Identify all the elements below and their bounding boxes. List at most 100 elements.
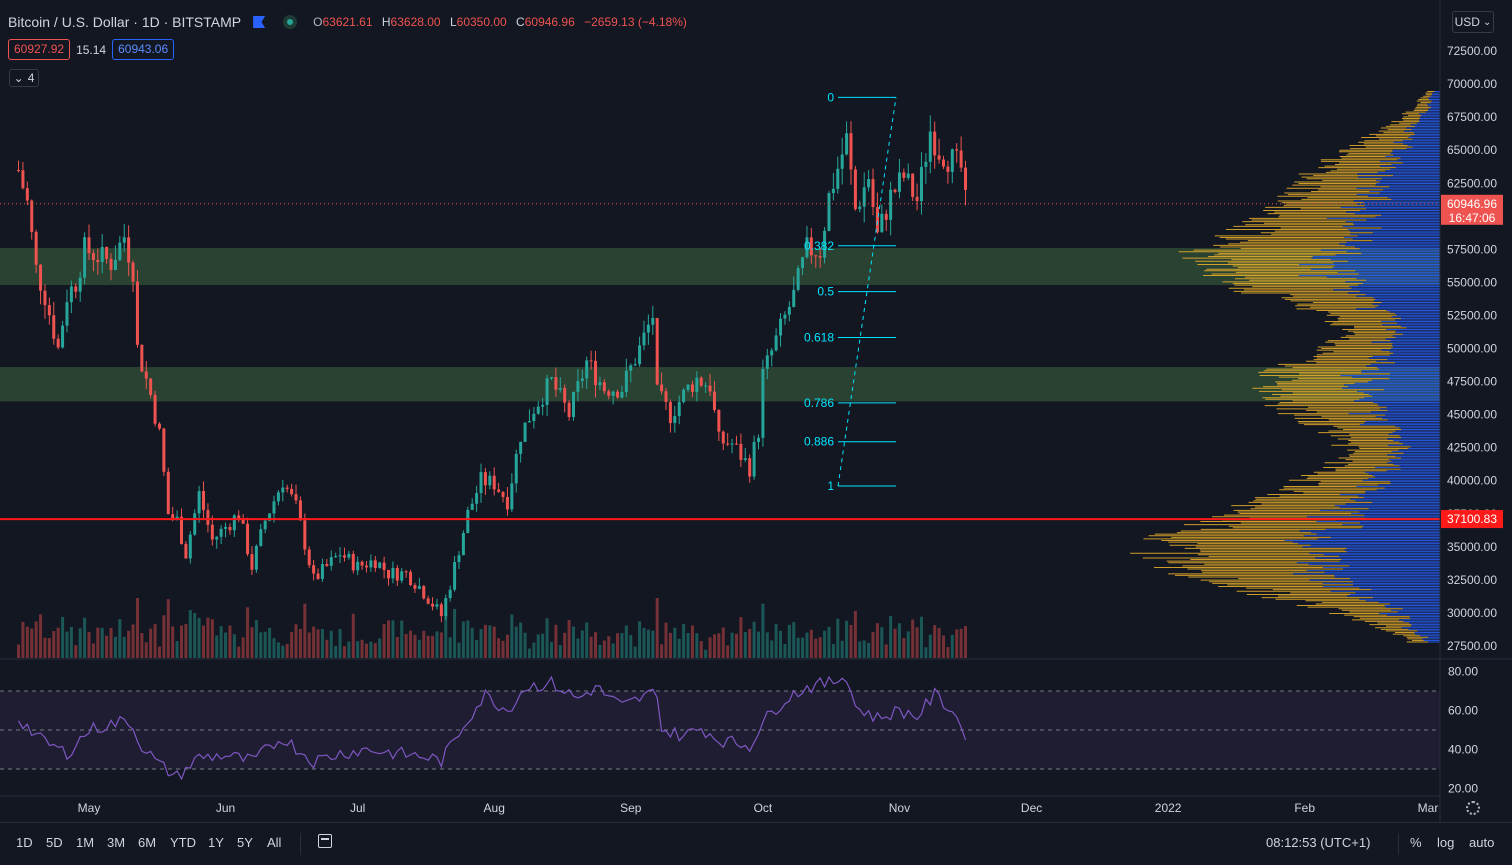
timeframe-1y[interactable]: 1Y xyxy=(208,835,224,850)
volume-bar xyxy=(611,643,615,658)
fib-level-label: 0.382 xyxy=(804,239,834,253)
candle-body xyxy=(536,406,540,414)
candle-body xyxy=(431,603,435,607)
spread-value: 15.14 xyxy=(76,42,107,57)
volume-bar xyxy=(787,624,791,658)
candle-body xyxy=(157,423,161,429)
candle-body xyxy=(823,230,827,258)
log-scale-toggle[interactable]: log xyxy=(1437,835,1455,850)
volume-bar xyxy=(215,635,219,658)
timeframe-all[interactable]: All xyxy=(267,835,282,850)
candle-body xyxy=(197,491,201,514)
volume-bar xyxy=(646,629,650,658)
price-tick-label: 42500.00 xyxy=(1447,441,1497,455)
time-tick-label: Oct xyxy=(754,801,773,815)
candle-body xyxy=(726,443,730,445)
volume-bar xyxy=(347,641,351,658)
candle-body xyxy=(757,437,760,442)
candle-body xyxy=(818,256,822,258)
support-zone xyxy=(0,367,1440,402)
candle-body xyxy=(708,385,712,392)
ohlc-close-key: C xyxy=(516,15,525,29)
timeframe-6m[interactable]: 6M xyxy=(138,835,157,850)
volume-bar xyxy=(730,632,734,658)
candle-body xyxy=(651,317,655,325)
candle-body xyxy=(642,332,646,346)
candle-body xyxy=(580,378,584,382)
timeframe-3m[interactable]: 3M xyxy=(107,835,126,850)
volume-bar xyxy=(594,632,598,658)
candle-body xyxy=(228,526,232,531)
candle-body xyxy=(171,514,175,518)
volume-bar xyxy=(642,627,646,658)
rsi-pane xyxy=(0,675,1440,781)
candle-body xyxy=(796,268,800,290)
candle-body xyxy=(56,338,60,348)
auto-scale-toggle[interactable]: auto xyxy=(1469,835,1495,850)
volume-bar xyxy=(919,616,923,658)
volume-bar xyxy=(391,620,395,658)
volume-bar xyxy=(78,628,82,658)
volume-bar xyxy=(655,598,659,658)
timeframe-1d[interactable]: 1D xyxy=(16,835,33,850)
candle-body xyxy=(153,394,157,424)
volume-bar xyxy=(246,607,250,658)
candle-body xyxy=(690,384,694,392)
clock-timezone[interactable]: 08:12:53 (UTC+1) xyxy=(1266,835,1371,850)
sell-price-box[interactable]: 60927.92 xyxy=(8,39,71,60)
volume-bar xyxy=(580,630,584,658)
candle-body xyxy=(360,561,364,566)
volume-bar xyxy=(708,637,712,658)
volume-bar xyxy=(964,626,968,658)
volume-bar xyxy=(695,633,699,658)
volume-bar xyxy=(783,643,787,658)
volume-bar xyxy=(127,630,131,658)
candle-body xyxy=(47,305,51,316)
volume-bar xyxy=(629,634,633,658)
candle-body xyxy=(677,402,681,417)
volume-bar xyxy=(651,630,655,658)
candle-body xyxy=(704,385,708,387)
volume-bar xyxy=(779,630,783,658)
symbol-title[interactable]: Bitcoin / U.S. Dollar · 1D · BITSTAMP xyxy=(8,14,242,30)
buy-price-box[interactable]: 60943.06 xyxy=(112,39,175,60)
volume-bar xyxy=(748,628,752,658)
candle-body xyxy=(219,528,223,537)
candle-body xyxy=(241,518,245,524)
timeframe-ytd[interactable]: YTD xyxy=(170,835,196,850)
currency-button[interactable]: USD ⌄ xyxy=(1452,11,1494,33)
candle-body xyxy=(351,553,355,571)
volume-bar xyxy=(871,631,875,658)
settings-gear-icon[interactable] xyxy=(1466,801,1480,815)
calendar-range-icon[interactable] xyxy=(318,834,332,848)
candle-body xyxy=(100,246,104,263)
timeframe-1m[interactable]: 1M xyxy=(76,835,95,850)
volume-bar xyxy=(21,621,25,658)
chevron-down-icon: ⌄ xyxy=(13,71,24,85)
volume-bar xyxy=(501,640,505,658)
candle-body xyxy=(61,325,65,348)
timeframe-5y[interactable]: 5Y xyxy=(237,835,253,850)
timeframe-5d[interactable]: 5D xyxy=(46,835,63,850)
flag-icon[interactable] xyxy=(253,16,266,28)
market-status-icon xyxy=(283,15,298,29)
candle-body xyxy=(224,526,228,529)
volume-bar xyxy=(950,634,954,658)
candle-body xyxy=(558,388,562,390)
candle-body xyxy=(682,389,686,403)
candle-body xyxy=(761,368,765,438)
fibonacci-retracement[interactable]: 0 0.382 0.5 0.618 0.786 0.886 1 xyxy=(804,90,897,493)
candle-body xyxy=(413,585,417,589)
volume-bar xyxy=(492,626,496,658)
candle-body xyxy=(915,196,919,202)
price-tick-label: 62500.00 xyxy=(1447,176,1497,190)
toolbar-divider xyxy=(1398,833,1399,855)
volume-bar xyxy=(514,626,518,658)
indicators-count: 4 xyxy=(27,71,35,85)
candle-body xyxy=(364,565,368,568)
indicators-collapse-button[interactable]: ⌄ 4 xyxy=(9,69,39,87)
percent-scale-toggle[interactable]: % xyxy=(1410,835,1422,850)
volume-bar xyxy=(303,603,307,658)
